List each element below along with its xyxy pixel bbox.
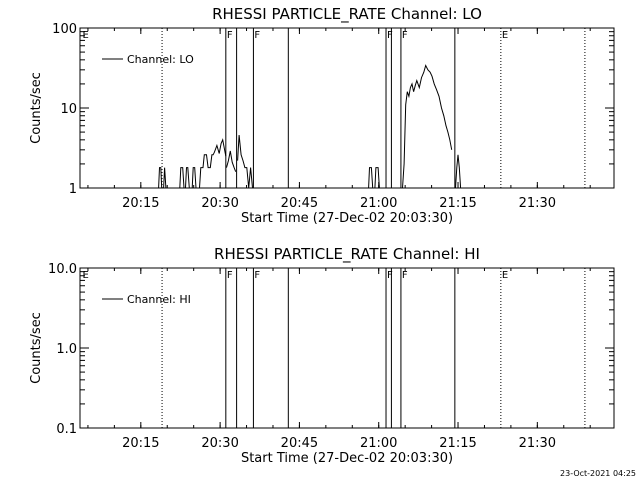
x-tick-label: 20:30: [201, 196, 238, 211]
flag-label: F: [254, 270, 260, 281]
legend-entry: Channel: HI: [127, 293, 191, 306]
series-segment: [179, 167, 190, 189]
x-tick-label: 21:15: [439, 196, 476, 211]
chart-panel-hi: RHESSI PARTICLE_RATE Channel: HI 20:15 20:…: [29, 245, 615, 466]
y-tick-label: 0.1: [56, 422, 77, 437]
series-segment: [368, 167, 380, 189]
y-axis-label: Counts/sec: [29, 312, 44, 384]
flag-label: F: [254, 30, 260, 41]
x-tick-label: 20:15: [122, 436, 159, 451]
chart-title: RHESSI PARTICLE_RATE Channel: LO: [212, 5, 482, 24]
legend-entry: Channel: LO: [127, 53, 194, 66]
flag-label: F: [402, 270, 408, 281]
series-segment: [191, 138, 227, 189]
x-axis-label: Start Time (27-Dec-02 20:03:30): [241, 211, 453, 226]
series-segment: [158, 167, 167, 189]
x-tick-label: 20:15: [122, 196, 159, 211]
y-tick-label: 1.0: [56, 342, 77, 357]
flag-label: F: [387, 270, 393, 281]
x-tick-label: 20:45: [281, 436, 318, 451]
flag-label: F: [402, 30, 408, 41]
flag-label: E: [502, 270, 508, 281]
x-tick-label: 20:30: [201, 436, 238, 451]
x-tick-label: 21:15: [439, 436, 476, 451]
flag-label: E: [82, 30, 88, 41]
flag-label: E: [502, 30, 508, 41]
y-tick-label: 10: [60, 102, 77, 117]
x-tick-label: 21:00: [360, 436, 397, 451]
plot-frame: [79, 267, 615, 429]
x-tick-label: 21:30: [519, 196, 556, 211]
x-tick-label: 21:30: [519, 436, 556, 451]
flag-label: F: [227, 270, 233, 281]
y-tick-label: 100: [52, 22, 77, 37]
y-tick-label: 10.0: [48, 262, 77, 277]
series-segment: [237, 134, 253, 189]
series-segment: [402, 64, 453, 189]
x-axis-label: Start Time (27-Dec-02 20:03:30): [241, 451, 453, 466]
series-segment: [226, 150, 237, 172]
flag-label: F: [227, 30, 233, 41]
timestamp: 23-Oct-2021 04:25: [560, 469, 636, 478]
series-segment: [455, 154, 462, 189]
y-axis-label: Counts/sec: [29, 72, 44, 144]
chart-title: RHESSI PARTICLE_RATE Channel: HI: [214, 245, 480, 264]
chart-panel-lo: RHESSI PARTICLE_RATE Channel: LO 20:15 20:…: [29, 5, 615, 226]
flag-label: E: [82, 270, 88, 281]
x-tick-label: 20:45: [281, 196, 318, 211]
plot-frame: [79, 27, 615, 189]
x-tick-label: 21:00: [360, 196, 397, 211]
flag-label: F: [387, 30, 393, 41]
y-tick-label: 1: [69, 182, 77, 197]
